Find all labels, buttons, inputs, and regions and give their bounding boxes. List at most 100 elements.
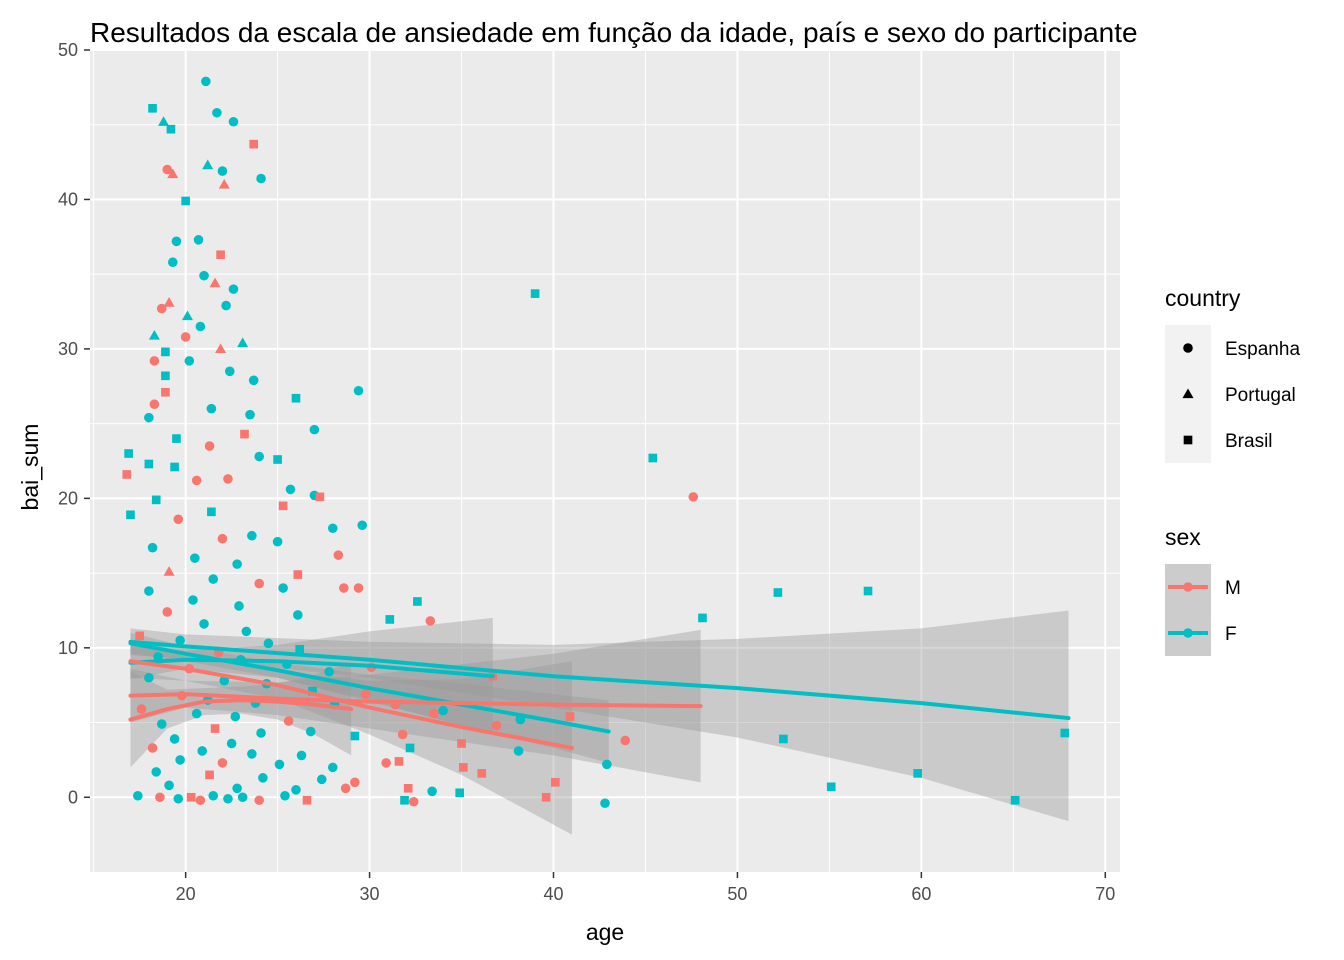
legend-sex-keys <box>1165 564 1211 656</box>
point <box>167 257 178 268</box>
point <box>193 235 204 245</box>
point <box>381 758 391 768</box>
point <box>324 666 334 677</box>
point <box>1060 728 1070 738</box>
point <box>228 116 239 127</box>
point <box>181 310 194 321</box>
point <box>195 795 206 806</box>
point <box>237 792 248 803</box>
point <box>602 759 612 770</box>
point <box>122 470 132 479</box>
point <box>230 711 241 722</box>
smooth-line-f-espanha <box>128 641 611 734</box>
point <box>565 712 575 721</box>
point <box>163 297 175 307</box>
smooth-line-m-espanha <box>128 659 574 750</box>
point <box>698 613 707 623</box>
point <box>206 403 217 414</box>
point <box>283 716 294 726</box>
legend-key-point-m <box>1183 582 1193 592</box>
point <box>207 507 216 517</box>
point <box>254 578 265 589</box>
point <box>215 343 227 354</box>
point <box>350 731 360 741</box>
point <box>273 455 282 464</box>
point <box>245 409 255 420</box>
point <box>429 708 439 719</box>
point <box>1010 795 1020 805</box>
point <box>133 790 143 801</box>
point <box>173 514 184 525</box>
point <box>551 778 560 787</box>
y-axis-title: bai_sum <box>17 424 43 511</box>
legend-label-brasil: Brasil <box>1225 431 1273 452</box>
ribbon-m-espanha <box>130 644 572 835</box>
point <box>688 492 699 502</box>
point <box>170 462 179 472</box>
point <box>162 164 173 175</box>
point <box>826 782 836 792</box>
point <box>394 757 404 766</box>
point <box>513 746 524 756</box>
point <box>217 758 228 768</box>
point <box>217 533 228 544</box>
point <box>296 750 307 761</box>
grid <box>90 49 1120 872</box>
x-tick-label: 20 <box>176 884 196 904</box>
point <box>400 795 409 805</box>
point <box>237 337 249 348</box>
point <box>241 626 252 637</box>
point <box>212 107 222 118</box>
point <box>217 166 228 176</box>
point <box>779 734 788 744</box>
x-tick-label: 50 <box>727 884 747 904</box>
point <box>175 755 185 765</box>
point <box>455 788 465 798</box>
point <box>291 785 301 795</box>
point <box>158 116 170 126</box>
point <box>144 672 154 683</box>
point <box>477 769 487 778</box>
x-axis-title: age <box>586 919 624 945</box>
point <box>278 501 288 511</box>
point <box>208 574 219 584</box>
legend-country-keys <box>1165 325 1211 463</box>
smooth-lines <box>128 639 1071 750</box>
point <box>148 103 157 113</box>
point <box>204 441 215 451</box>
point <box>240 429 249 439</box>
point <box>295 644 304 654</box>
point <box>425 616 436 626</box>
point <box>600 798 610 809</box>
point <box>186 792 196 802</box>
point <box>316 774 327 785</box>
point <box>161 387 170 397</box>
point <box>167 168 179 179</box>
point <box>190 553 200 563</box>
point <box>144 412 154 423</box>
point <box>209 277 221 288</box>
point <box>223 793 233 804</box>
point <box>408 796 419 807</box>
legend-label-f: F <box>1225 624 1237 645</box>
point <box>293 610 303 620</box>
point <box>293 570 303 579</box>
point <box>191 475 202 486</box>
point <box>620 735 631 746</box>
point <box>863 586 873 596</box>
point <box>256 728 266 738</box>
chart-title: Resultados da escala de ansiedade em fun… <box>90 17 1138 48</box>
y-tick-label: 10 <box>58 638 78 658</box>
point <box>350 777 360 788</box>
legend-country-title: country <box>1165 285 1241 311</box>
point <box>166 124 176 134</box>
y-tick-label: 30 <box>58 339 78 359</box>
point <box>136 704 147 714</box>
point <box>248 375 259 386</box>
point <box>149 356 160 366</box>
y-tick-label: 20 <box>58 488 78 508</box>
point <box>161 347 170 357</box>
point <box>147 743 158 753</box>
point <box>135 631 144 641</box>
